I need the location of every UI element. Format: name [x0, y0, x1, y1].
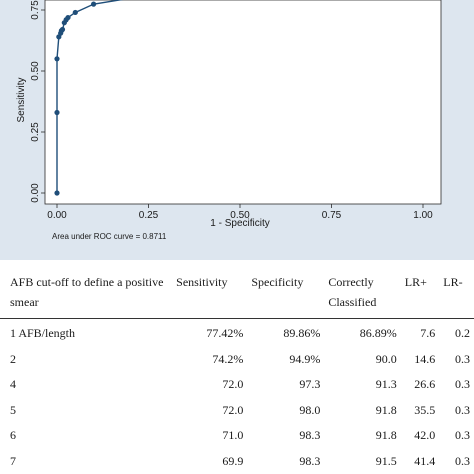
header-correctly-classified: Correctly Classified: [324, 266, 401, 319]
table-row: 7 69.9 98.3 91.5 41.4 0.3: [0, 448, 474, 474]
cell-correctly-classified: 86.89%: [359, 326, 397, 341]
cell-lr-minus: 0.3: [455, 402, 470, 417]
x-tick-label: 1.00: [413, 210, 433, 221]
table-row: 4 72.0 97.3 91.3 26.6 0.3: [0, 372, 474, 398]
cell-cutoff: 1 AFB/length: [10, 326, 76, 341]
roc-chart: 0.00 0.25 0.50 0.75 1.00 0.00 0.25 0.50 0.75 1 -…: [16, 0, 442, 241]
afb-cutoff-table: AFB cut-off to define a positive smear S…: [0, 266, 474, 474]
table-row: 5 72.0 98.0 91.8 35.5 0.3: [0, 398, 474, 424]
cell-specificity: 89.86%: [283, 326, 321, 341]
cell-sensitivity: 72.0: [222, 402, 244, 417]
y-tick-label: 0.00: [30, 183, 41, 203]
cell-sensitivity: 77.42%: [206, 326, 244, 341]
table-header-row: AFB cut-off to define a positive smear S…: [0, 266, 474, 319]
cell-lr-minus: 0.3: [439, 448, 474, 474]
plot-area: [44, 0, 442, 205]
x-tick-label: 0.50: [230, 210, 250, 221]
cell-sensitivity: 72.0: [222, 377, 244, 392]
cell-correctly-classified: 91.3: [375, 377, 397, 392]
axes: 0.00 0.25 0.50 0.75 1.00 0.00 0.25 0.50 0.75: [30, 0, 433, 221]
cell-lr-minus: 0.3: [455, 377, 470, 392]
cell-cutoff: 2: [10, 351, 16, 366]
roc-point: [54, 190, 60, 196]
x-axis-title: 1 - Specificity: [210, 218, 269, 229]
roc-chart-panel: 0.00 0.25 0.50 0.75 1.00 0.00 0.25 0.50 0.75 1 -…: [0, 0, 474, 260]
cell-cutoff: 7: [0, 448, 173, 474]
roc-point: [54, 109, 60, 116]
cell-lr-plus: 41.4: [400, 448, 440, 474]
table-row: 1 AFB/length 77.42% 89.86% 86.89% 7.6 0.…: [0, 319, 474, 347]
cell-lr-plus: 7.6: [420, 326, 436, 341]
cell-sensitivity: 69.9: [172, 448, 248, 474]
cell-cutoff: 6: [10, 428, 16, 443]
roc-series: [54, 0, 124, 196]
cell-specificity: 98.3: [247, 448, 325, 474]
cell-correctly-classified: 91.8: [375, 428, 397, 443]
cell-specificity: 94.9%: [289, 351, 321, 366]
cell-specificity: 97.3: [299, 377, 321, 392]
y-tick-label: 0.50: [30, 61, 41, 81]
cell-lr-plus: 14.6: [414, 351, 436, 366]
y-tick-label: 0.25: [30, 122, 41, 142]
cell-sensitivity: 71.0: [222, 428, 244, 443]
cell-lr-minus: 0.2: [455, 326, 470, 341]
cell-specificity: 98.3: [299, 428, 321, 443]
header-sensitivity: Sensitivity: [172, 266, 248, 319]
x-tick-label: 0.75: [322, 210, 342, 221]
roc-point: [91, 1, 97, 7]
header-afb-cutoff: AFB cut-off to define a positive smear: [0, 266, 173, 319]
cell-lr-minus: 0.3: [455, 351, 470, 366]
roc-point: [65, 14, 71, 21]
auc-annotation: Area under ROC curve = 0.8711: [52, 232, 167, 241]
cell-correctly-classified: 90.0: [375, 351, 397, 366]
header-lr-minus: LR-: [439, 266, 474, 319]
cell-correctly-classified: 91.5: [324, 448, 401, 474]
cell-lr-plus: 35.5: [414, 402, 436, 417]
roc-point: [54, 56, 60, 62]
header-specificity: Specificity: [247, 266, 325, 319]
x-tick-label: 0.00: [47, 210, 67, 221]
cell-correctly-classified: 91.8: [375, 402, 397, 417]
y-tick-label: 0.75: [30, 0, 41, 20]
cell-specificity: 98.0: [299, 402, 321, 417]
roc-point: [72, 9, 78, 16]
header-lr-plus: LR+: [400, 266, 440, 319]
cell-lr-plus: 26.6: [414, 377, 436, 392]
y-axis-title: Sensitivity: [16, 77, 27, 122]
cell-lr-plus: 42.0: [414, 428, 436, 443]
table-row: 2 74.2% 94.9% 90.0 14.6 0.3: [0, 347, 474, 373]
cell-cutoff: 4: [10, 377, 16, 392]
cell-lr-minus: 0.3: [455, 428, 470, 443]
cell-cutoff: 5: [10, 402, 16, 417]
cell-sensitivity: 74.2%: [212, 351, 244, 366]
table-row: 6 71.0 98.3 91.8 42.0 0.3: [0, 423, 474, 449]
roc-point: [59, 26, 66, 33]
x-tick-label: 0.25: [139, 210, 159, 221]
